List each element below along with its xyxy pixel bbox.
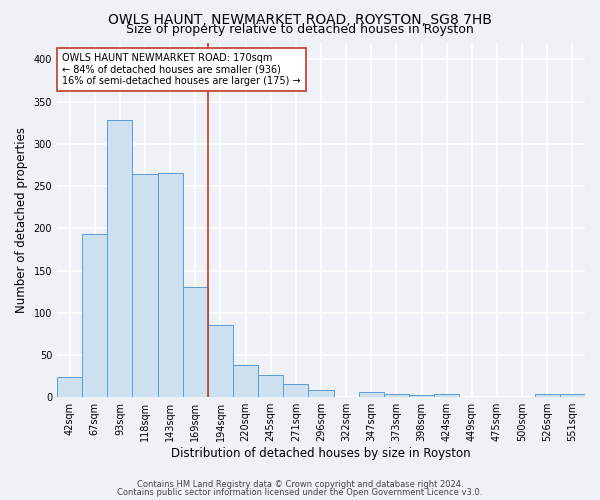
Text: OWLS HAUNT NEWMARKET ROAD: 170sqm
← 84% of detached houses are smaller (936)
16%: OWLS HAUNT NEWMARKET ROAD: 170sqm ← 84% … (62, 53, 301, 86)
Bar (359, 392, 384, 397)
Text: Contains public sector information licensed under the Open Government Licence v3: Contains public sector information licen… (118, 488, 482, 497)
Text: OWLS HAUNT, NEWMARKET ROAD, ROYSTON, SG8 7HB: OWLS HAUNT, NEWMARKET ROAD, ROYSTON, SG8… (108, 12, 492, 26)
Bar (384, 394, 409, 397)
Bar (133, 174, 158, 397)
Bar (308, 390, 334, 397)
Y-axis label: Number of detached properties: Number of detached properties (15, 127, 28, 313)
Bar (183, 288, 208, 397)
Text: Contains HM Land Registry data © Crown copyright and database right 2024.: Contains HM Land Registry data © Crown c… (137, 480, 463, 489)
Bar (107, 120, 133, 397)
Bar (57, 377, 82, 397)
Bar (434, 394, 459, 397)
Bar (208, 324, 233, 397)
Bar (535, 394, 560, 397)
Bar (283, 384, 308, 397)
Bar (409, 394, 434, 397)
Bar (158, 174, 183, 397)
Bar (82, 234, 107, 397)
Bar (258, 376, 283, 397)
Bar (560, 394, 585, 397)
Text: Size of property relative to detached houses in Royston: Size of property relative to detached ho… (126, 22, 474, 36)
Bar (233, 365, 258, 397)
X-axis label: Distribution of detached houses by size in Royston: Distribution of detached houses by size … (171, 447, 471, 460)
